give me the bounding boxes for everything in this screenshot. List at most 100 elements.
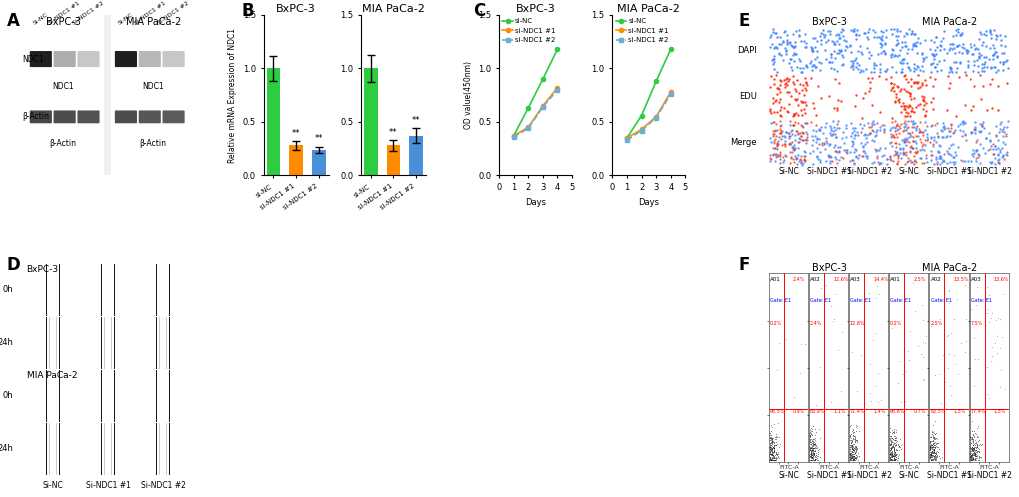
Point xyxy=(842,454,858,462)
Point xyxy=(843,454,859,462)
Point xyxy=(845,57,861,65)
Point xyxy=(794,159,810,167)
Point xyxy=(810,445,826,453)
Point xyxy=(951,31,967,39)
Point xyxy=(828,106,845,114)
Point xyxy=(771,76,788,84)
Point xyxy=(884,454,901,462)
Point xyxy=(908,79,924,87)
Point xyxy=(984,140,1001,148)
Point xyxy=(761,428,777,436)
Point xyxy=(766,451,783,459)
Point xyxy=(804,435,820,443)
Point xyxy=(925,371,942,379)
Point xyxy=(848,454,864,462)
Point xyxy=(962,453,978,461)
Point xyxy=(924,440,941,448)
Point xyxy=(845,127,861,135)
Point xyxy=(889,154,905,162)
Point xyxy=(884,442,901,450)
Point xyxy=(884,123,901,131)
Point xyxy=(889,440,905,448)
Point xyxy=(892,27,908,35)
Point xyxy=(981,26,998,34)
Text: Gate: E1: Gate: E1 xyxy=(850,298,870,303)
Point xyxy=(909,71,925,79)
Point xyxy=(948,64,964,72)
Point xyxy=(861,78,877,86)
Point xyxy=(921,454,937,462)
Point xyxy=(763,438,780,446)
Point xyxy=(820,58,837,66)
Point xyxy=(886,448,902,456)
Text: DAPI: DAPI xyxy=(736,46,756,55)
Text: 96.5%: 96.5% xyxy=(768,410,785,414)
Point xyxy=(975,64,991,72)
Point xyxy=(981,356,998,364)
Point xyxy=(963,444,979,452)
Point xyxy=(764,25,781,33)
Point xyxy=(844,62,860,70)
Point xyxy=(974,118,990,126)
Point xyxy=(926,452,943,460)
Point xyxy=(773,153,790,161)
Point xyxy=(966,452,982,460)
Point xyxy=(928,447,945,455)
Point xyxy=(887,453,903,461)
Point xyxy=(963,443,979,451)
Point xyxy=(886,442,902,450)
Point xyxy=(883,456,900,464)
Point xyxy=(882,443,899,451)
Point xyxy=(786,110,802,118)
Point xyxy=(887,456,903,464)
Point xyxy=(923,142,940,150)
Point xyxy=(929,148,946,156)
Point xyxy=(940,145,956,153)
Point xyxy=(776,44,793,52)
Point xyxy=(942,132,958,140)
Point xyxy=(848,30,864,38)
Point xyxy=(906,67,922,75)
Point xyxy=(949,27,965,35)
Point xyxy=(928,129,945,137)
Point xyxy=(842,63,858,71)
Point xyxy=(802,430,818,438)
Point xyxy=(888,440,904,448)
Point xyxy=(767,433,784,441)
Point xyxy=(781,100,797,108)
Point xyxy=(825,131,842,139)
Point xyxy=(797,148,813,156)
Point xyxy=(843,452,859,460)
Point xyxy=(895,55,911,63)
Point xyxy=(966,450,982,458)
Point xyxy=(801,453,817,461)
Point xyxy=(847,447,863,455)
Point xyxy=(860,123,876,131)
Point xyxy=(957,136,973,144)
Point xyxy=(977,134,994,142)
Point xyxy=(990,125,1007,133)
Point xyxy=(768,44,785,52)
Point xyxy=(871,68,888,76)
Point xyxy=(843,444,859,452)
Point xyxy=(886,425,902,433)
Point xyxy=(890,98,906,106)
Point xyxy=(842,443,858,451)
Point xyxy=(876,49,893,57)
Point xyxy=(761,434,777,442)
Point xyxy=(817,134,834,142)
Point xyxy=(910,125,926,133)
Point xyxy=(820,154,837,162)
Point xyxy=(990,146,1007,154)
Point xyxy=(791,369,807,377)
Point xyxy=(867,128,883,136)
Point xyxy=(766,29,783,37)
Point xyxy=(965,440,981,448)
Point xyxy=(966,441,982,449)
Point xyxy=(881,453,898,461)
Point xyxy=(916,118,932,126)
Point xyxy=(765,438,782,446)
Point xyxy=(760,443,776,451)
Point xyxy=(766,151,783,159)
Point xyxy=(921,450,937,458)
